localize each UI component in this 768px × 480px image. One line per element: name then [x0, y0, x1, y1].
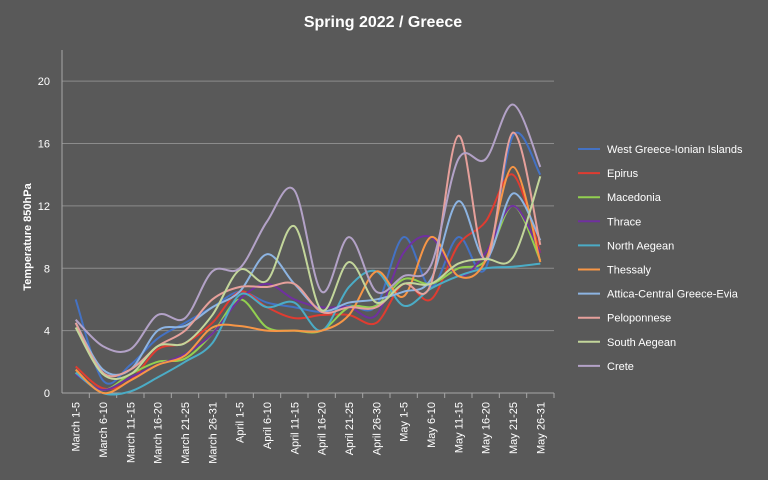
x-tick-label: March 21-25	[180, 402, 192, 464]
x-tick-label: April 11-15	[289, 402, 301, 454]
series-line-8	[74, 175, 542, 380]
x-tick-label: May 26-31	[535, 402, 547, 454]
x-tick-label: March 6-10	[98, 402, 110, 458]
series-lines	[74, 103, 542, 396]
legend-entry-label: North Aegean	[607, 240, 674, 252]
series-line-9	[74, 103, 542, 353]
legend-entry-label: Peloponnese	[607, 313, 671, 325]
y-tick-label: 0	[44, 388, 50, 400]
legend-entry-label: Crete	[607, 361, 634, 373]
x-tick-label: April 26-30	[371, 402, 383, 455]
y-tick-label: 12	[38, 201, 50, 213]
legend-entry-label: West Greece-Ionian Islands	[607, 144, 743, 156]
legend: West Greece-Ionian Islands Epirus Macedoni…	[578, 144, 743, 373]
x-tick-label: March 11-15	[125, 402, 137, 463]
x-tick-label: May 21-25	[508, 402, 520, 454]
legend-entry-label: Thrace	[607, 216, 641, 228]
x-tick-label: April 6-10	[262, 402, 274, 449]
x-tick-label: May 1-5	[399, 402, 411, 442]
y-tick-label: 8	[44, 263, 50, 275]
x-tick-label: May 16-20	[481, 402, 493, 454]
y-axis-label: Temperature 850hPa	[22, 182, 34, 290]
chart-title: Spring 2022 / Greece	[304, 14, 462, 31]
series-line-1	[75, 173, 542, 391]
x-tick-label: March 16-20	[153, 402, 165, 464]
x-tick-label: April 1-5	[235, 402, 247, 443]
legend-entry-label: Epirus	[607, 168, 639, 180]
legend-entry-label: Attica-Central Greece-Evia	[607, 289, 739, 301]
series-line-4	[75, 262, 541, 396]
x-tick-label: March 1-5	[71, 402, 83, 452]
legend-entry-label: Thessaly	[607, 265, 652, 277]
x-tick-label: April 16-20	[317, 402, 329, 455]
x-tick-label: May 11-15	[453, 402, 465, 453]
x-axis-ticks: March 1-5 March 6-10 March 11-15 March 16-2…	[71, 393, 555, 464]
series-line-5	[74, 165, 542, 395]
x-tick-label: March 26-31	[207, 402, 219, 464]
x-tick-label: May 6-10	[426, 402, 438, 448]
y-tick-label: 4	[44, 326, 50, 338]
legend-entry-label: South Aegean	[607, 337, 676, 349]
y-axis-ticks: 0 4 8 12 16 20	[38, 76, 50, 400]
y-tick-label: 20	[38, 76, 50, 88]
x-tick-label: April 21-25	[344, 402, 356, 455]
legend-entry-label: Macedonia	[607, 192, 662, 204]
y-tick-label: 16	[38, 139, 50, 151]
